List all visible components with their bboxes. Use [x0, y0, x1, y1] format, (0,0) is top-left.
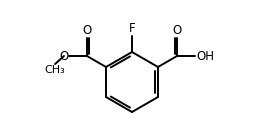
Text: F: F [129, 22, 135, 35]
Text: OH: OH [196, 49, 214, 63]
Text: O: O [172, 24, 182, 37]
Text: CH₃: CH₃ [45, 65, 65, 75]
Text: O: O [60, 49, 69, 63]
Text: O: O [82, 24, 92, 37]
